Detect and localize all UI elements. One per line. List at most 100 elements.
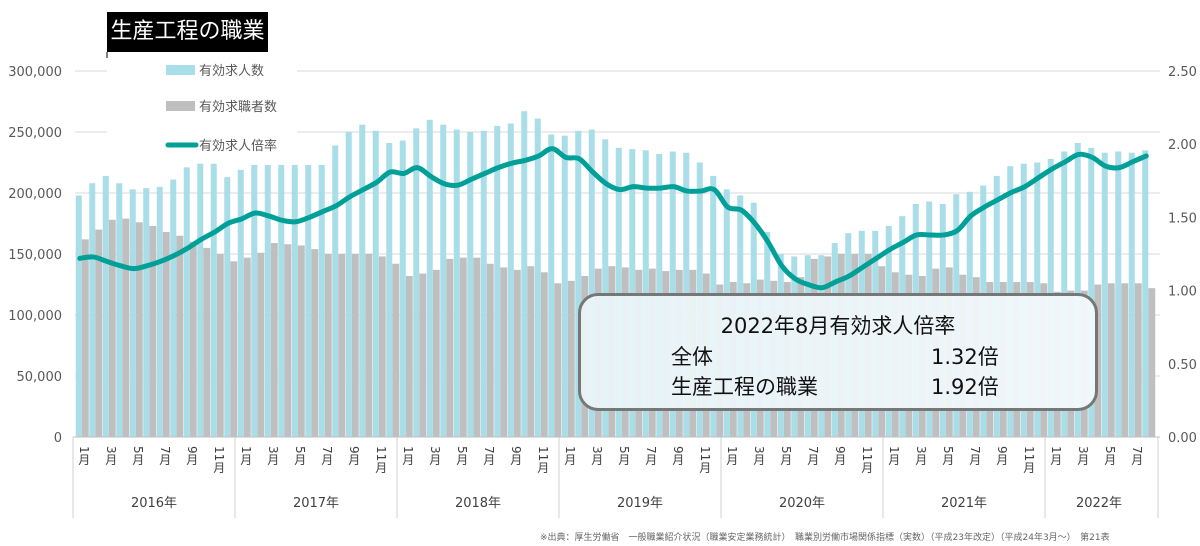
seekers-bar: [432, 269, 440, 437]
year-label: 2018年: [455, 496, 501, 511]
openings-bar: [170, 179, 177, 437]
month-label: 11月: [1022, 446, 1036, 474]
seekers-bar: [338, 254, 346, 437]
month-label: 7月: [1130, 446, 1144, 466]
openings-bar: [1142, 150, 1149, 438]
right-axis-tick-label: 2.00: [1168, 138, 1197, 153]
year-label: 2016年: [131, 496, 177, 511]
seekers-bar: [1148, 288, 1156, 437]
month-label: 7月: [968, 446, 982, 466]
seekers-bar: [297, 245, 305, 437]
month-label: 3月: [752, 446, 766, 466]
legend-swatch-seekers: [166, 101, 195, 111]
openings-bar: [561, 135, 568, 437]
openings-bar: [210, 163, 217, 437]
seekers-bar: [500, 267, 508, 437]
openings-bar: [237, 169, 244, 437]
openings-bar: [359, 124, 366, 438]
ratio-line: [77, 146, 1149, 291]
seekers-bar: [270, 243, 278, 437]
source-note: ※出典：厚生労働省 一般職業紹介状況（職業安定業務統計） 職業別労働市場関係指標…: [540, 533, 1110, 543]
openings-bar: [75, 195, 82, 437]
legend-swatch-openings: [166, 65, 195, 75]
seekers-bar: [392, 263, 400, 437]
openings-bar: [116, 183, 123, 437]
seekers-bar: [135, 222, 143, 437]
openings-bar: [345, 132, 352, 437]
openings-bar: [507, 123, 514, 438]
left-axis-tick-label: 50,000: [17, 370, 63, 385]
seekers-bar: [243, 257, 251, 437]
openings-bar: [480, 130, 487, 437]
openings-bar: [318, 164, 325, 437]
month-label: 11月: [536, 446, 550, 474]
seekers-bar: [1134, 283, 1142, 437]
month-label: 3月: [428, 446, 442, 466]
seekers-bar: [446, 258, 454, 437]
openings-bar: [440, 124, 447, 438]
seekers-bar: [1107, 283, 1115, 437]
openings-bar: [615, 147, 622, 438]
seekers-bar: [513, 269, 521, 437]
seekers-bar: [108, 219, 116, 437]
year-label: 2022年: [1076, 496, 1122, 511]
openings-bar: [386, 142, 393, 438]
month-label: 11月: [374, 446, 388, 474]
openings-bar: [548, 134, 555, 437]
openings-bar: [588, 129, 595, 437]
openings-bar: [183, 167, 190, 437]
openings-bar: [426, 119, 433, 438]
openings-bar: [521, 111, 528, 437]
month-label: 9月: [995, 446, 1009, 466]
seekers-bar: [378, 256, 386, 437]
openings-bar: [278, 164, 285, 437]
month-label: 1月: [1049, 446, 1063, 466]
openings-bar: [372, 130, 379, 437]
right-axis-tick-label: 0.00: [1168, 431, 1197, 446]
month-label: 3月: [104, 446, 118, 466]
openings-bar: [156, 186, 163, 437]
openings-bar: [224, 177, 231, 437]
month-label: 5月: [1103, 446, 1117, 466]
month-label: 1月: [77, 446, 91, 466]
annotation-value-overall: 1.32倍: [931, 345, 999, 369]
openings-bar: [413, 128, 420, 437]
seekers-bar: [459, 257, 467, 437]
seekers-bar: [419, 273, 427, 437]
right-axis-tick-label: 1.00: [1168, 285, 1197, 300]
month-label: 1月: [563, 446, 577, 466]
month-label: 7月: [320, 446, 334, 466]
seekers-bar: [81, 239, 89, 437]
year-label: 2017年: [293, 496, 339, 511]
legend-label: 有効求人数: [199, 64, 264, 79]
openings-bar: [534, 118, 541, 437]
openings-bar: [143, 188, 150, 437]
seekers-bar: [189, 241, 197, 437]
seekers-bar: [257, 252, 265, 437]
seekers-bar: [284, 244, 292, 437]
openings-bar: [129, 189, 136, 437]
left-axis-tick-label: 300,000: [8, 65, 62, 80]
month-label: 1月: [725, 446, 739, 466]
month-label: 11月: [212, 446, 226, 474]
seekers-bar: [311, 249, 319, 437]
seekers-bar: [351, 254, 359, 437]
legend-label: 有効求人倍率: [199, 138, 277, 154]
seekers-bar: [203, 247, 211, 437]
chart-title: 生産工程の職業: [107, 12, 268, 52]
openings-bar: [1088, 147, 1095, 438]
month-label: 7月: [482, 446, 496, 466]
left-axis-tick-label: 100,000: [8, 309, 62, 324]
seekers-bar: [365, 254, 373, 437]
right-axis-tick-label: 1.50: [1168, 211, 1197, 226]
month-label: 9月: [347, 446, 361, 466]
openings-bar: [305, 164, 312, 437]
annotation-heading: 2022年8月有効求人倍率: [720, 314, 956, 338]
month-label: 5月: [941, 446, 955, 466]
year-label: 2019年: [617, 496, 663, 511]
month-label: 9月: [671, 446, 685, 466]
month-label: 9月: [185, 446, 199, 466]
openings-bar: [602, 139, 609, 437]
openings-bar: [1115, 151, 1122, 437]
